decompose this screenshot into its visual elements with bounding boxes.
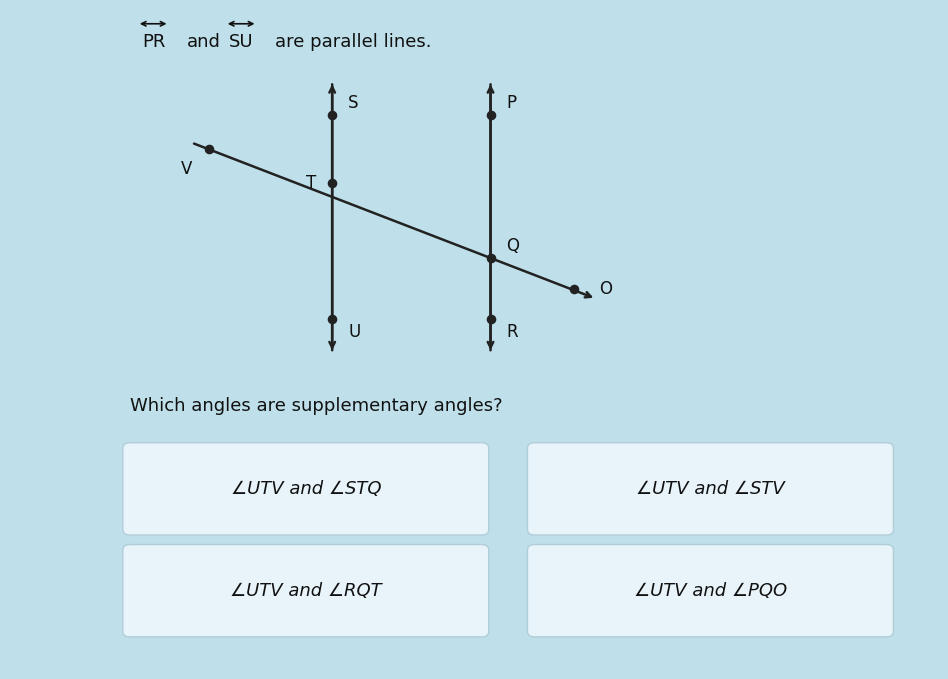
Text: ∠UTV and ∠RQT: ∠UTV and ∠RQT <box>230 582 382 600</box>
Text: Q: Q <box>506 236 520 255</box>
Text: and: and <box>187 33 221 51</box>
Text: ∠UTV and ∠STV: ∠UTV and ∠STV <box>636 480 785 498</box>
Point <box>483 253 498 263</box>
Point <box>483 314 498 325</box>
Text: O: O <box>599 280 611 297</box>
Text: U: U <box>348 323 360 341</box>
Text: T: T <box>306 175 317 192</box>
Point <box>324 110 339 121</box>
Text: V: V <box>181 160 192 178</box>
FancyBboxPatch shape <box>123 443 489 535</box>
Point <box>201 144 216 155</box>
Point <box>567 283 582 294</box>
FancyBboxPatch shape <box>123 545 489 637</box>
Text: Which angles are supplementary angles?: Which angles are supplementary angles? <box>130 397 502 416</box>
Text: P: P <box>506 94 517 112</box>
Point <box>324 178 339 189</box>
Text: R: R <box>506 323 518 341</box>
Text: S: S <box>348 94 358 112</box>
Text: ∠UTV and ∠PQO: ∠UTV and ∠PQO <box>634 582 787 600</box>
Point <box>483 110 498 121</box>
Point <box>324 314 339 325</box>
Text: PR: PR <box>142 33 165 51</box>
FancyBboxPatch shape <box>527 443 893 535</box>
Text: ∠UTV and ∠STQ: ∠UTV and ∠STQ <box>230 480 381 498</box>
FancyBboxPatch shape <box>527 545 893 637</box>
Text: SU: SU <box>229 33 254 51</box>
Text: are parallel lines.: are parallel lines. <box>275 33 431 51</box>
